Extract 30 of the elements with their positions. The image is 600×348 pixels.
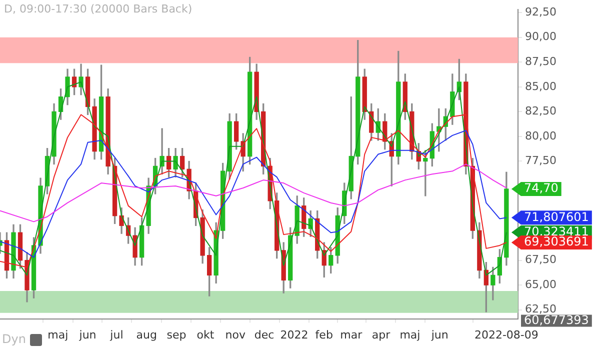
x-tick-label: apr [372,328,391,342]
x-tick-label: aug [136,328,157,342]
annotation: 74,70 [524,181,558,196]
y-tick-label: 90,00 [525,30,556,44]
y-tick-label: 67,50 [525,253,556,266]
x-tick-label: dec [254,328,274,342]
x-tick-label: sep [166,328,186,342]
text: Dyn [2,332,26,346]
text: 60,677393 [524,312,589,327]
x-tick-label: maj [400,328,420,342]
y-tick-label: 92,50 [525,5,556,18]
annotation: 69,303691 [524,234,589,249]
x-tick-label: mar [340,328,363,342]
y-tick-label: 80,00 [525,129,556,142]
y-tick-label: 77,50 [525,154,556,168]
x-tick-label: jun [430,328,448,342]
x-tick-label: okt [196,328,215,342]
x-tick-label: 2022-08-09 [474,328,538,342]
x-tick-label: jun [78,328,96,342]
y-tick-label: 82,50 [525,104,556,118]
x-tick-label: 2022 [280,328,308,342]
x-tick-label: feb [315,328,333,342]
x-tick-label: nov [225,328,246,342]
annotation: 71,807601 [524,210,589,224]
x-tick-label: jul [109,328,124,342]
y-tick-label: 85,00 [525,80,556,93]
x-tick-label: maj [48,328,68,342]
y-tick-label: 87,50 [525,54,556,68]
chart-title: D, 09:00-17:30 (20000 Bars Back) [4,2,192,16]
y-tick-label: 65,00 [525,278,556,291]
